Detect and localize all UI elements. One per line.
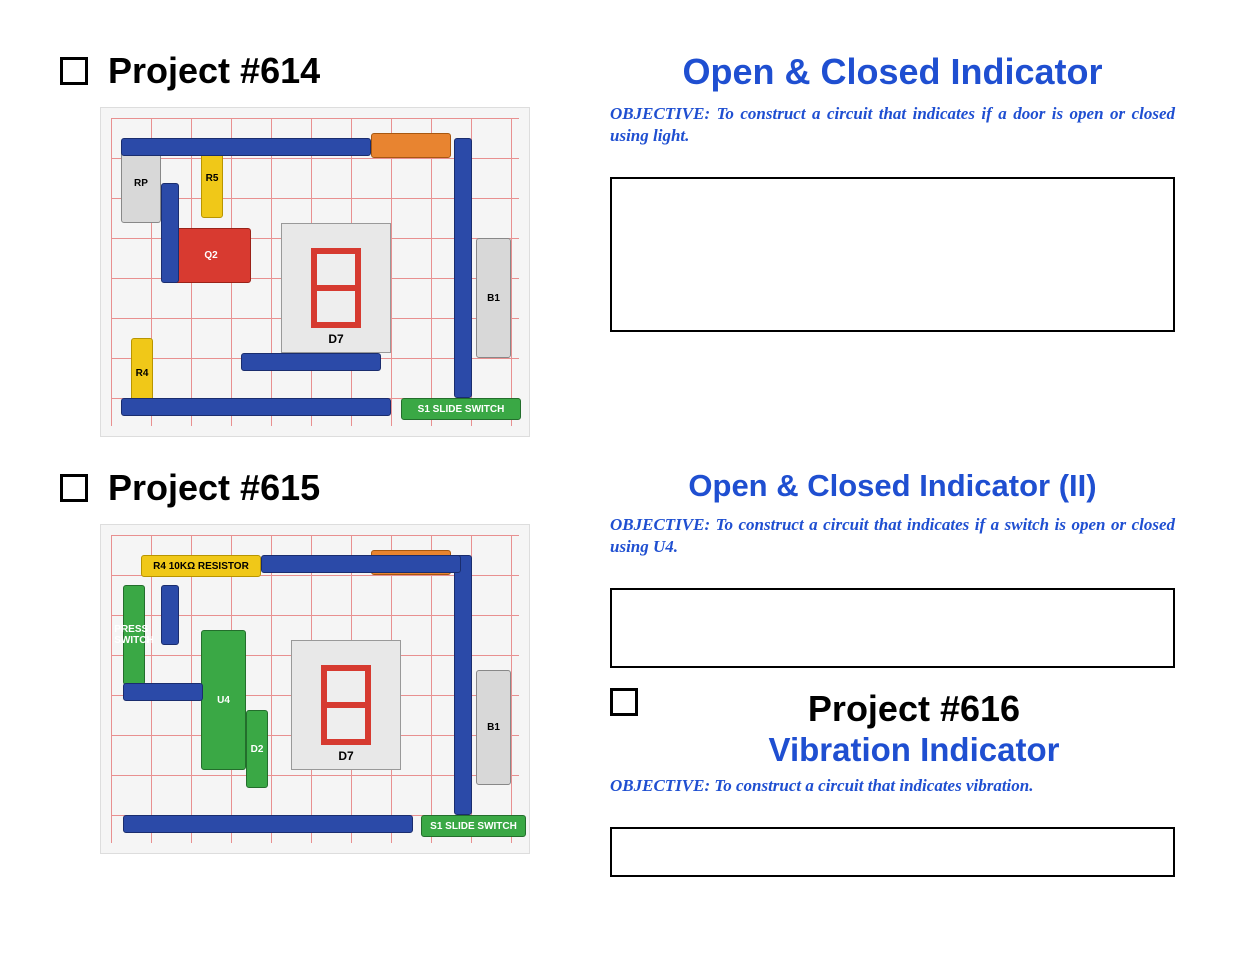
objective-label: OBJECTIVE: bbox=[610, 776, 710, 795]
circuit-component bbox=[123, 683, 203, 701]
circuit-component: Q2 bbox=[171, 228, 251, 283]
circuit-component bbox=[241, 353, 381, 371]
circuit-component: PRESS SWITCH bbox=[123, 585, 145, 685]
project-614-right: Open & Closed Indicator OBJECTIVE: To co… bbox=[610, 50, 1175, 437]
project-615-circuit: R4 10KΩ RESISTOR U4 PRESS SWITCH D2 D7 S1 SLI… bbox=[100, 524, 530, 854]
project-615-right: Open & Closed Indicator (II) OBJECTIVE: … bbox=[610, 467, 1175, 877]
project-615-title: Project #615 bbox=[108, 467, 320, 509]
project-616-textbox bbox=[610, 827, 1175, 877]
project-614-circuit: RPR5R4Q2D7S1 SLIDE SWITCHB1 bbox=[100, 107, 530, 437]
project-616-header: Project #616 Vibration Indicator bbox=[610, 688, 1175, 770]
project-615-objective: OBJECTIVE: To construct a circuit that i… bbox=[610, 514, 1175, 558]
project-615-checkbox[interactable] bbox=[60, 474, 88, 502]
project-614-header: Project #614 bbox=[60, 50, 550, 92]
circuit-component: D2 bbox=[246, 710, 268, 788]
objective-label: OBJECTIVE: bbox=[610, 104, 710, 123]
project-614-title: Project #614 bbox=[108, 50, 320, 92]
project-614-row: Project #614 RPR5R4Q2D7S1 SLIDE SWITCHB1… bbox=[60, 50, 1175, 437]
project-616-subtitle: Vibration Indicator bbox=[653, 730, 1175, 770]
circuit-component: S1 SLIDE SWITCH bbox=[421, 815, 526, 837]
circuit-component bbox=[123, 815, 413, 833]
project-615-row: Project #615 R4 10KΩ RESISTOR U4 PRESS SWI… bbox=[60, 467, 1175, 877]
circuit-component bbox=[121, 138, 371, 156]
project-614-checkbox[interactable] bbox=[60, 57, 88, 85]
objective-label: OBJECTIVE: bbox=[610, 515, 710, 534]
project-616-checkbox[interactable] bbox=[610, 688, 638, 716]
circuit-component bbox=[261, 555, 461, 573]
project-614-objective: OBJECTIVE: To construct a circuit that i… bbox=[610, 103, 1175, 147]
circuit-component bbox=[371, 133, 451, 158]
circuit-component: B1 bbox=[476, 238, 511, 358]
project-614-left: Project #614 RPR5R4Q2D7S1 SLIDE SWITCHB1 bbox=[60, 50, 550, 437]
circuit-component: U4 bbox=[201, 630, 246, 770]
circuit-component: S1 SLIDE SWITCH bbox=[401, 398, 521, 420]
project-616-title: Project #616 bbox=[653, 688, 1175, 730]
circuit-component bbox=[161, 183, 179, 283]
project-615-header: Project #615 bbox=[60, 467, 550, 509]
project-615-left: Project #615 R4 10KΩ RESISTOR U4 PRESS SWI… bbox=[60, 467, 550, 877]
circuit-component bbox=[454, 555, 472, 815]
project-614-textbox bbox=[610, 177, 1175, 332]
circuit-component: D7 bbox=[281, 223, 391, 353]
project-615-subtitle: Open & Closed Indicator (II) bbox=[610, 467, 1175, 504]
project-616-objective: OBJECTIVE: To construct a circuit that i… bbox=[610, 775, 1175, 797]
circuit-component: R4 10KΩ RESISTOR bbox=[141, 555, 261, 577]
project-614-subtitle: Open & Closed Indicator bbox=[610, 50, 1175, 93]
circuit-component: D7 bbox=[291, 640, 401, 770]
circuit-component bbox=[454, 138, 472, 398]
project-616-titles: Project #616 Vibration Indicator bbox=[653, 688, 1175, 770]
objective-text: To construct a circuit that indicates vi… bbox=[714, 776, 1033, 795]
circuit-component bbox=[161, 585, 179, 645]
project-615-textbox bbox=[610, 588, 1175, 668]
circuit-component: B1 bbox=[476, 670, 511, 785]
circuit-component bbox=[121, 398, 391, 416]
